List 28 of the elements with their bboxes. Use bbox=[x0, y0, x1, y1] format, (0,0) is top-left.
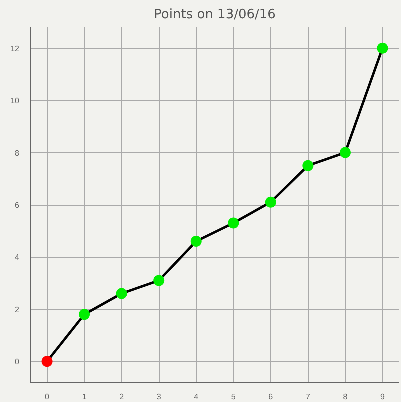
y-tick-label: 0 bbox=[15, 358, 20, 367]
x-tick-label: 7 bbox=[306, 392, 311, 402]
point bbox=[340, 147, 351, 158]
x-tick-label: 8 bbox=[343, 392, 348, 402]
point bbox=[79, 309, 90, 320]
y-tick-label: 12 bbox=[10, 44, 20, 54]
x-tick-label: 2 bbox=[120, 392, 125, 402]
y-tick-label: 4 bbox=[15, 253, 20, 262]
x-tick-label: 9 bbox=[380, 392, 386, 402]
point bbox=[116, 288, 128, 300]
y-tick-label: 6 bbox=[15, 201, 20, 210]
x-tick-label: 1 bbox=[82, 392, 88, 402]
x-tick-label: 3 bbox=[156, 392, 162, 402]
y-tick-label: 2 bbox=[15, 305, 20, 314]
x-tick-label: 4 bbox=[194, 392, 200, 402]
x-tick-label: 5 bbox=[231, 392, 236, 402]
y-tick-label: 8 bbox=[15, 148, 20, 158]
y-tick-label: 10 bbox=[10, 96, 20, 106]
point bbox=[228, 218, 240, 229]
x-tick-label: 0 bbox=[45, 392, 50, 402]
point bbox=[42, 356, 53, 368]
point bbox=[377, 42, 388, 54]
point bbox=[190, 236, 202, 248]
point bbox=[265, 196, 276, 208]
point bbox=[154, 275, 165, 286]
point bbox=[302, 160, 314, 172]
chart-title: Points on 13/06/16 bbox=[154, 8, 276, 22]
x-tick-label: 6 bbox=[268, 392, 274, 402]
